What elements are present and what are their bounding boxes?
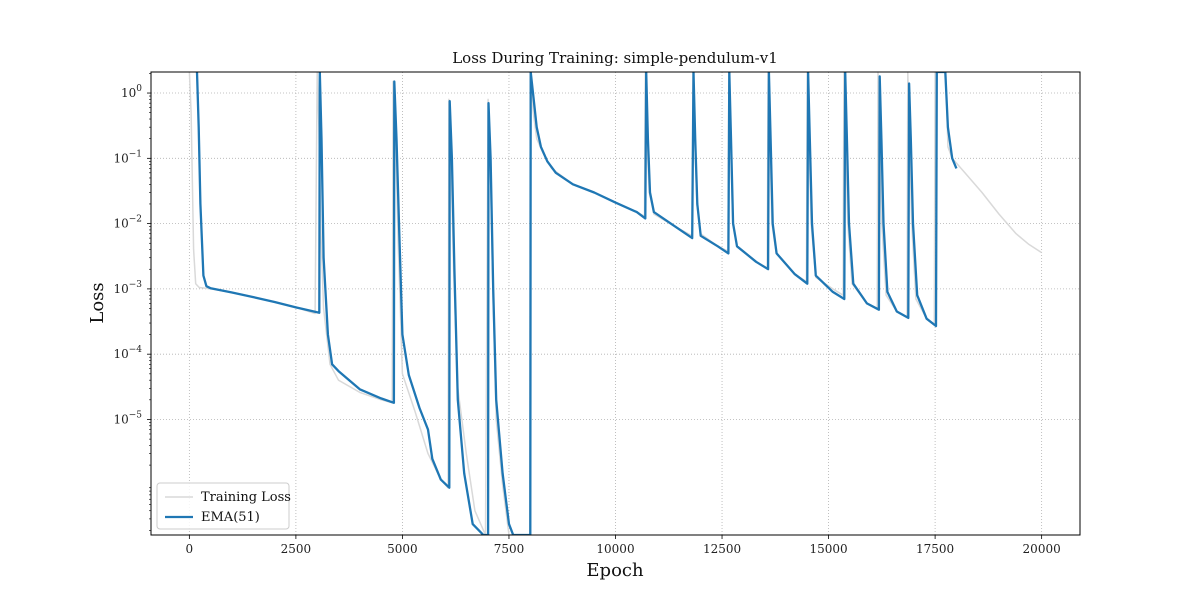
legend-label: EMA(51) xyxy=(201,510,260,525)
y-axis: 100 10−1 10−2 10−3 10−4 10−5 xyxy=(113,73,151,531)
legend: Training Loss EMA(51) xyxy=(156,482,291,530)
grid-lines xyxy=(151,72,1080,535)
x-axis: 0 2500 5000 7500 10000 12500 15000 17500 20000 xyxy=(186,535,1061,556)
y-tick-label: 10−5 xyxy=(113,410,142,426)
y-axis-label: Loss xyxy=(87,282,108,323)
series-line-ema xyxy=(195,72,958,535)
y-tick-label: 10−1 xyxy=(113,149,142,165)
x-tick-label: 12500 xyxy=(703,542,741,556)
chart-title: Loss During Training: simple-pendulum-v1 xyxy=(452,49,778,67)
y-tick-label: 10−2 xyxy=(113,215,142,231)
plot-area xyxy=(188,72,1043,535)
x-tick-label: 0 xyxy=(186,542,194,556)
legend-label: Training Loss xyxy=(201,490,291,505)
x-tick-label: 17500 xyxy=(916,542,954,556)
x-tick-label: 10000 xyxy=(596,542,634,556)
x-tick-label: 15000 xyxy=(809,542,847,556)
x-axis-label: Epoch xyxy=(586,560,644,581)
x-tick-label: 7500 xyxy=(494,542,525,556)
x-tick-label: 20000 xyxy=(1023,542,1061,556)
x-tick-label: 2500 xyxy=(281,542,312,556)
x-tick-label: 5000 xyxy=(387,542,418,556)
y-tick-label: 10−4 xyxy=(113,345,142,361)
y-tick-label: 10−3 xyxy=(113,280,142,296)
y-tick-label: 100 xyxy=(121,84,142,100)
